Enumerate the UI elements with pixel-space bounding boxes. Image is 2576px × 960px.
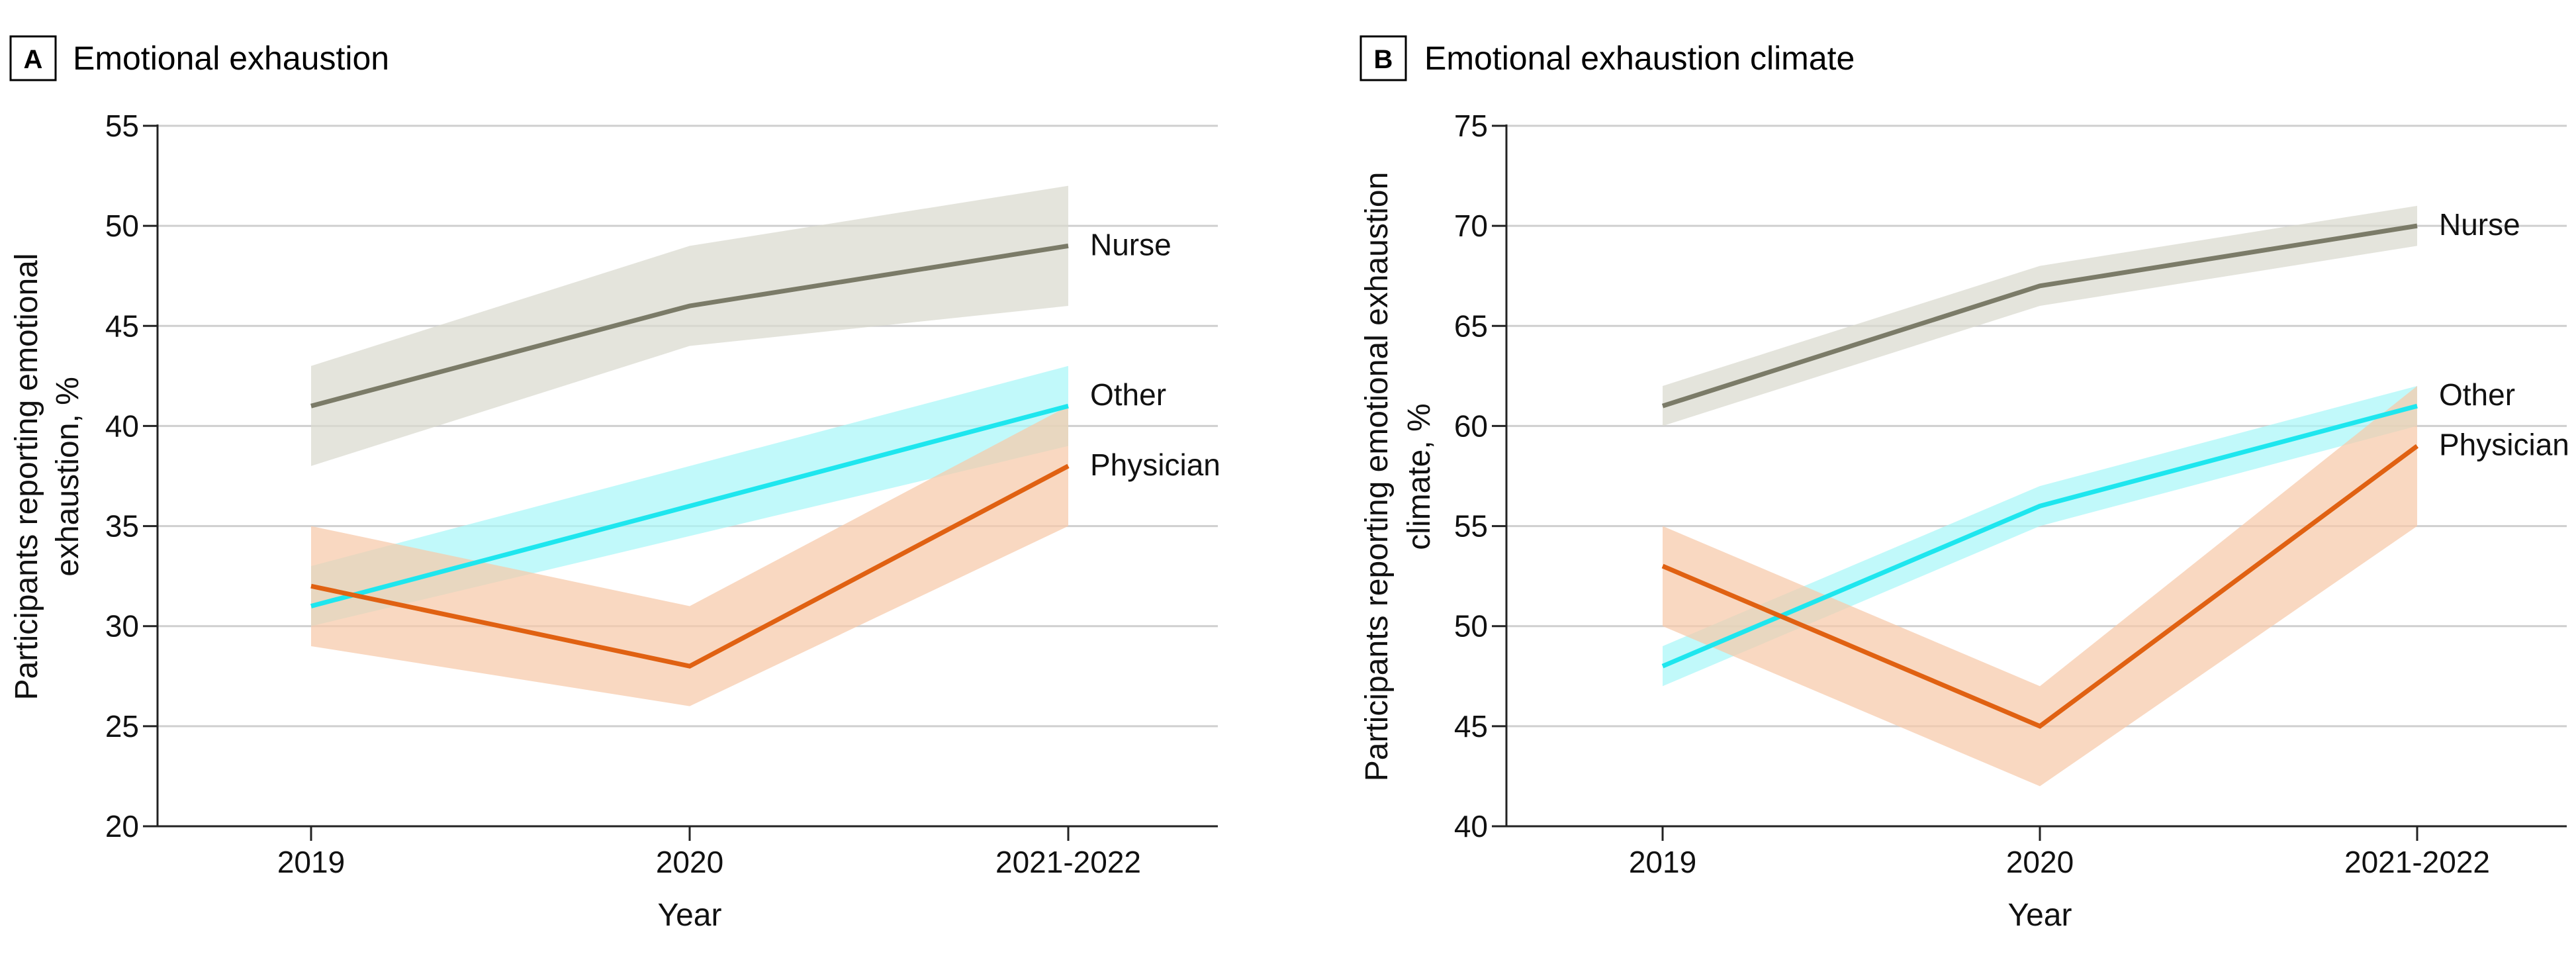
panel-b: B Emotional exhaustion climate 40 45 50 55 60 6… (1359, 35, 2569, 933)
y-axis-label-line-1: Participants reporting emotional (9, 253, 44, 700)
panel-letter: A (24, 45, 43, 74)
y-tick-label: 60 (1454, 408, 1488, 443)
x-tick-label: 2020 (656, 845, 723, 879)
y-tick-label: 55 (1454, 509, 1488, 544)
x-tick-label: 2020 (2006, 845, 2074, 879)
y-tick-label: 35 (105, 509, 139, 544)
ci-band-physician (1663, 385, 2417, 787)
series-label-nurse: Nurse (1090, 227, 1172, 262)
y-tick-label: 45 (1454, 709, 1488, 744)
y-tick-label: 55 (105, 109, 139, 143)
y-tick-label: 70 (1454, 209, 1488, 243)
y-tick-label: 75 (1454, 109, 1488, 143)
y-tick-label: 40 (1454, 809, 1488, 843)
series-label-physician: Physician (1090, 448, 1220, 482)
y-tick-label: 50 (1454, 609, 1488, 644)
panel-letter-box (9, 35, 57, 81)
series-label-other: Other (1090, 377, 1166, 412)
x-tick-label: 2019 (1629, 845, 1696, 879)
panel-letter-box (1359, 35, 1407, 81)
y-tick-label: 40 (105, 408, 139, 443)
panel-title: Emotional exhaustion climate (1424, 40, 1855, 77)
ci-band-nurse (1663, 205, 2417, 426)
x-tick-label: 2021-2022 (995, 845, 1141, 879)
x-axis-label: Year (658, 898, 722, 933)
series-label-other: Other (2439, 377, 2515, 412)
panel-letter: B (1374, 45, 1393, 74)
x-tick-label: 2021-2022 (2344, 845, 2490, 879)
x-tick-label: 2019 (277, 845, 345, 879)
y-tick-label: 65 (1454, 309, 1488, 343)
ci-band-other (1663, 385, 2417, 687)
ci-band-other (311, 365, 1068, 626)
series-label-physician: Physician (2439, 428, 2569, 462)
y-axis-label-line-2: climate, % (1402, 403, 1437, 550)
y-axis-label-line-1: Participants reporting emotional exhaust… (1359, 172, 1395, 782)
series-label-nurse: Nurse (2439, 207, 2520, 242)
y-tick-label: 25 (105, 709, 139, 744)
ci-band-physician (311, 406, 1068, 706)
panel-a: A Emotional exhaustion 20 25 30 35 40 45 50 55 201… (9, 35, 1220, 933)
x-axis-label: Year (2008, 898, 2072, 933)
y-tick-label: 50 (105, 209, 139, 243)
y-tick-label: 20 (105, 809, 139, 843)
y-axis-label-line-2: exhaustion, % (50, 377, 85, 577)
y-tick-label: 45 (105, 309, 139, 343)
panel-title: Emotional exhaustion (73, 40, 389, 77)
y-tick-label: 30 (105, 609, 139, 644)
ci-band-nurse (311, 185, 1068, 466)
